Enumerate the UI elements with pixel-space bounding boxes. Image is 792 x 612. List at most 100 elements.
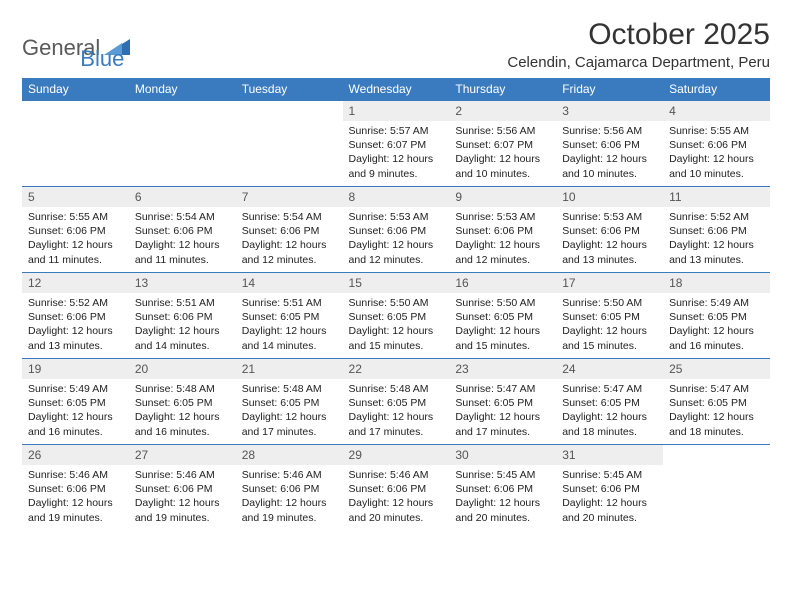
calendar-day-cell xyxy=(22,101,129,187)
daylight-text: Daylight: 12 hours and 19 minutes. xyxy=(28,496,123,524)
sunset-text: Sunset: 6:06 PM xyxy=(135,224,230,238)
day-details: Sunrise: 5:53 AMSunset: 6:06 PMDaylight:… xyxy=(449,207,556,271)
sunrise-text: Sunrise: 5:50 AM xyxy=(455,296,550,310)
month-title: October 2025 xyxy=(507,18,770,52)
day-details: Sunrise: 5:56 AMSunset: 6:07 PMDaylight:… xyxy=(449,121,556,185)
sunset-text: Sunset: 6:05 PM xyxy=(669,396,764,410)
day-details: Sunrise: 5:45 AMSunset: 6:06 PMDaylight:… xyxy=(449,465,556,529)
day-number: 21 xyxy=(236,359,343,379)
location: Celendin, Cajamarca Department, Peru xyxy=(507,54,770,71)
day-details: Sunrise: 5:50 AMSunset: 6:05 PMDaylight:… xyxy=(343,293,450,357)
day-details: Sunrise: 5:48 AMSunset: 6:05 PMDaylight:… xyxy=(236,379,343,443)
day-details: Sunrise: 5:51 AMSunset: 6:05 PMDaylight:… xyxy=(236,293,343,357)
day-details: Sunrise: 5:47 AMSunset: 6:05 PMDaylight:… xyxy=(449,379,556,443)
calendar-day-cell: 28Sunrise: 5:46 AMSunset: 6:06 PMDayligh… xyxy=(236,445,343,531)
day-number: 12 xyxy=(22,273,129,293)
calendar-day-cell: 25Sunrise: 5:47 AMSunset: 6:05 PMDayligh… xyxy=(663,359,770,445)
sunset-text: Sunset: 6:06 PM xyxy=(455,224,550,238)
day-number: 1 xyxy=(343,101,450,121)
sunrise-text: Sunrise: 5:57 AM xyxy=(349,124,444,138)
calendar-week-row: 26Sunrise: 5:46 AMSunset: 6:06 PMDayligh… xyxy=(22,445,770,531)
daylight-text: Daylight: 12 hours and 10 minutes. xyxy=(562,152,657,180)
day-details: Sunrise: 5:52 AMSunset: 6:06 PMDaylight:… xyxy=(663,207,770,271)
calendar-day-cell: 15Sunrise: 5:50 AMSunset: 6:05 PMDayligh… xyxy=(343,273,450,359)
day-number: 16 xyxy=(449,273,556,293)
daylight-text: Daylight: 12 hours and 14 minutes. xyxy=(242,324,337,352)
sunrise-text: Sunrise: 5:45 AM xyxy=(562,468,657,482)
sunrise-text: Sunrise: 5:48 AM xyxy=(242,382,337,396)
sunset-text: Sunset: 6:05 PM xyxy=(242,396,337,410)
day-number: 5 xyxy=(22,187,129,207)
day-number: 22 xyxy=(343,359,450,379)
day-details: Sunrise: 5:53 AMSunset: 6:06 PMDaylight:… xyxy=(556,207,663,271)
sunrise-text: Sunrise: 5:55 AM xyxy=(669,124,764,138)
daylight-text: Daylight: 12 hours and 18 minutes. xyxy=(669,410,764,438)
sunrise-text: Sunrise: 5:47 AM xyxy=(455,382,550,396)
sunset-text: Sunset: 6:05 PM xyxy=(669,310,764,324)
daylight-text: Daylight: 12 hours and 15 minutes. xyxy=(455,324,550,352)
sunset-text: Sunset: 6:06 PM xyxy=(135,310,230,324)
day-number: 18 xyxy=(663,273,770,293)
day-details: Sunrise: 5:56 AMSunset: 6:06 PMDaylight:… xyxy=(556,121,663,185)
sunrise-text: Sunrise: 5:49 AM xyxy=(669,296,764,310)
day-details: Sunrise: 5:48 AMSunset: 6:05 PMDaylight:… xyxy=(129,379,236,443)
calendar-day-cell: 17Sunrise: 5:50 AMSunset: 6:05 PMDayligh… xyxy=(556,273,663,359)
weekday-header: Tuesday xyxy=(236,78,343,101)
day-details: Sunrise: 5:54 AMSunset: 6:06 PMDaylight:… xyxy=(236,207,343,271)
day-number: 11 xyxy=(663,187,770,207)
daylight-text: Daylight: 12 hours and 18 minutes. xyxy=(562,410,657,438)
calendar-day-cell: 4Sunrise: 5:55 AMSunset: 6:06 PMDaylight… xyxy=(663,101,770,187)
weekday-header: Thursday xyxy=(449,78,556,101)
calendar-table: Sunday Monday Tuesday Wednesday Thursday… xyxy=(22,78,770,531)
sunset-text: Sunset: 6:06 PM xyxy=(28,224,123,238)
sunrise-text: Sunrise: 5:53 AM xyxy=(455,210,550,224)
day-number xyxy=(236,101,343,107)
day-number: 19 xyxy=(22,359,129,379)
sunset-text: Sunset: 6:05 PM xyxy=(455,396,550,410)
day-number: 29 xyxy=(343,445,450,465)
day-details: Sunrise: 5:57 AMSunset: 6:07 PMDaylight:… xyxy=(343,121,450,185)
calendar-day-cell: 22Sunrise: 5:48 AMSunset: 6:05 PMDayligh… xyxy=(343,359,450,445)
calendar-week-row: 1Sunrise: 5:57 AMSunset: 6:07 PMDaylight… xyxy=(22,101,770,187)
calendar-week-row: 5Sunrise: 5:55 AMSunset: 6:06 PMDaylight… xyxy=(22,187,770,273)
daylight-text: Daylight: 12 hours and 14 minutes. xyxy=(135,324,230,352)
sunrise-text: Sunrise: 5:54 AM xyxy=(242,210,337,224)
day-number: 15 xyxy=(343,273,450,293)
weekday-header: Monday xyxy=(129,78,236,101)
sunrise-text: Sunrise: 5:50 AM xyxy=(562,296,657,310)
calendar-day-cell: 27Sunrise: 5:46 AMSunset: 6:06 PMDayligh… xyxy=(129,445,236,531)
logo: General Blue xyxy=(22,18,124,72)
day-details: Sunrise: 5:47 AMSunset: 6:05 PMDaylight:… xyxy=(663,379,770,443)
day-number: 25 xyxy=(663,359,770,379)
day-number: 30 xyxy=(449,445,556,465)
daylight-text: Daylight: 12 hours and 16 minutes. xyxy=(135,410,230,438)
calendar-day-cell: 12Sunrise: 5:52 AMSunset: 6:06 PMDayligh… xyxy=(22,273,129,359)
day-details: Sunrise: 5:55 AMSunset: 6:06 PMDaylight:… xyxy=(22,207,129,271)
day-number: 26 xyxy=(22,445,129,465)
sunrise-text: Sunrise: 5:56 AM xyxy=(455,124,550,138)
calendar-week-row: 19Sunrise: 5:49 AMSunset: 6:05 PMDayligh… xyxy=(22,359,770,445)
weekday-header-row: Sunday Monday Tuesday Wednesday Thursday… xyxy=(22,78,770,101)
daylight-text: Daylight: 12 hours and 17 minutes. xyxy=(349,410,444,438)
calendar-day-cell: 20Sunrise: 5:48 AMSunset: 6:05 PMDayligh… xyxy=(129,359,236,445)
sunrise-text: Sunrise: 5:47 AM xyxy=(669,382,764,396)
calendar-day-cell: 24Sunrise: 5:47 AMSunset: 6:05 PMDayligh… xyxy=(556,359,663,445)
day-number: 3 xyxy=(556,101,663,121)
calendar-day-cell: 8Sunrise: 5:53 AMSunset: 6:06 PMDaylight… xyxy=(343,187,450,273)
daylight-text: Daylight: 12 hours and 20 minutes. xyxy=(349,496,444,524)
sunset-text: Sunset: 6:06 PM xyxy=(135,482,230,496)
sunset-text: Sunset: 6:06 PM xyxy=(349,482,444,496)
daylight-text: Daylight: 12 hours and 15 minutes. xyxy=(562,324,657,352)
day-details: Sunrise: 5:53 AMSunset: 6:06 PMDaylight:… xyxy=(343,207,450,271)
day-details: Sunrise: 5:48 AMSunset: 6:05 PMDaylight:… xyxy=(343,379,450,443)
day-number: 10 xyxy=(556,187,663,207)
sunset-text: Sunset: 6:05 PM xyxy=(562,396,657,410)
day-number: 27 xyxy=(129,445,236,465)
sunrise-text: Sunrise: 5:49 AM xyxy=(28,382,123,396)
sunset-text: Sunset: 6:06 PM xyxy=(562,138,657,152)
daylight-text: Daylight: 12 hours and 13 minutes. xyxy=(562,238,657,266)
sunset-text: Sunset: 6:05 PM xyxy=(349,396,444,410)
sunset-text: Sunset: 6:05 PM xyxy=(455,310,550,324)
day-number: 14 xyxy=(236,273,343,293)
day-details: Sunrise: 5:47 AMSunset: 6:05 PMDaylight:… xyxy=(556,379,663,443)
